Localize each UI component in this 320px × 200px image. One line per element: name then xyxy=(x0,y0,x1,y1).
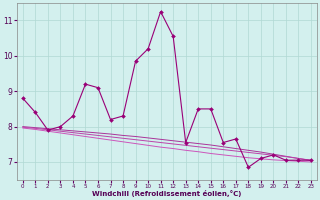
X-axis label: Windchill (Refroidissement éolien,°C): Windchill (Refroidissement éolien,°C) xyxy=(92,190,242,197)
